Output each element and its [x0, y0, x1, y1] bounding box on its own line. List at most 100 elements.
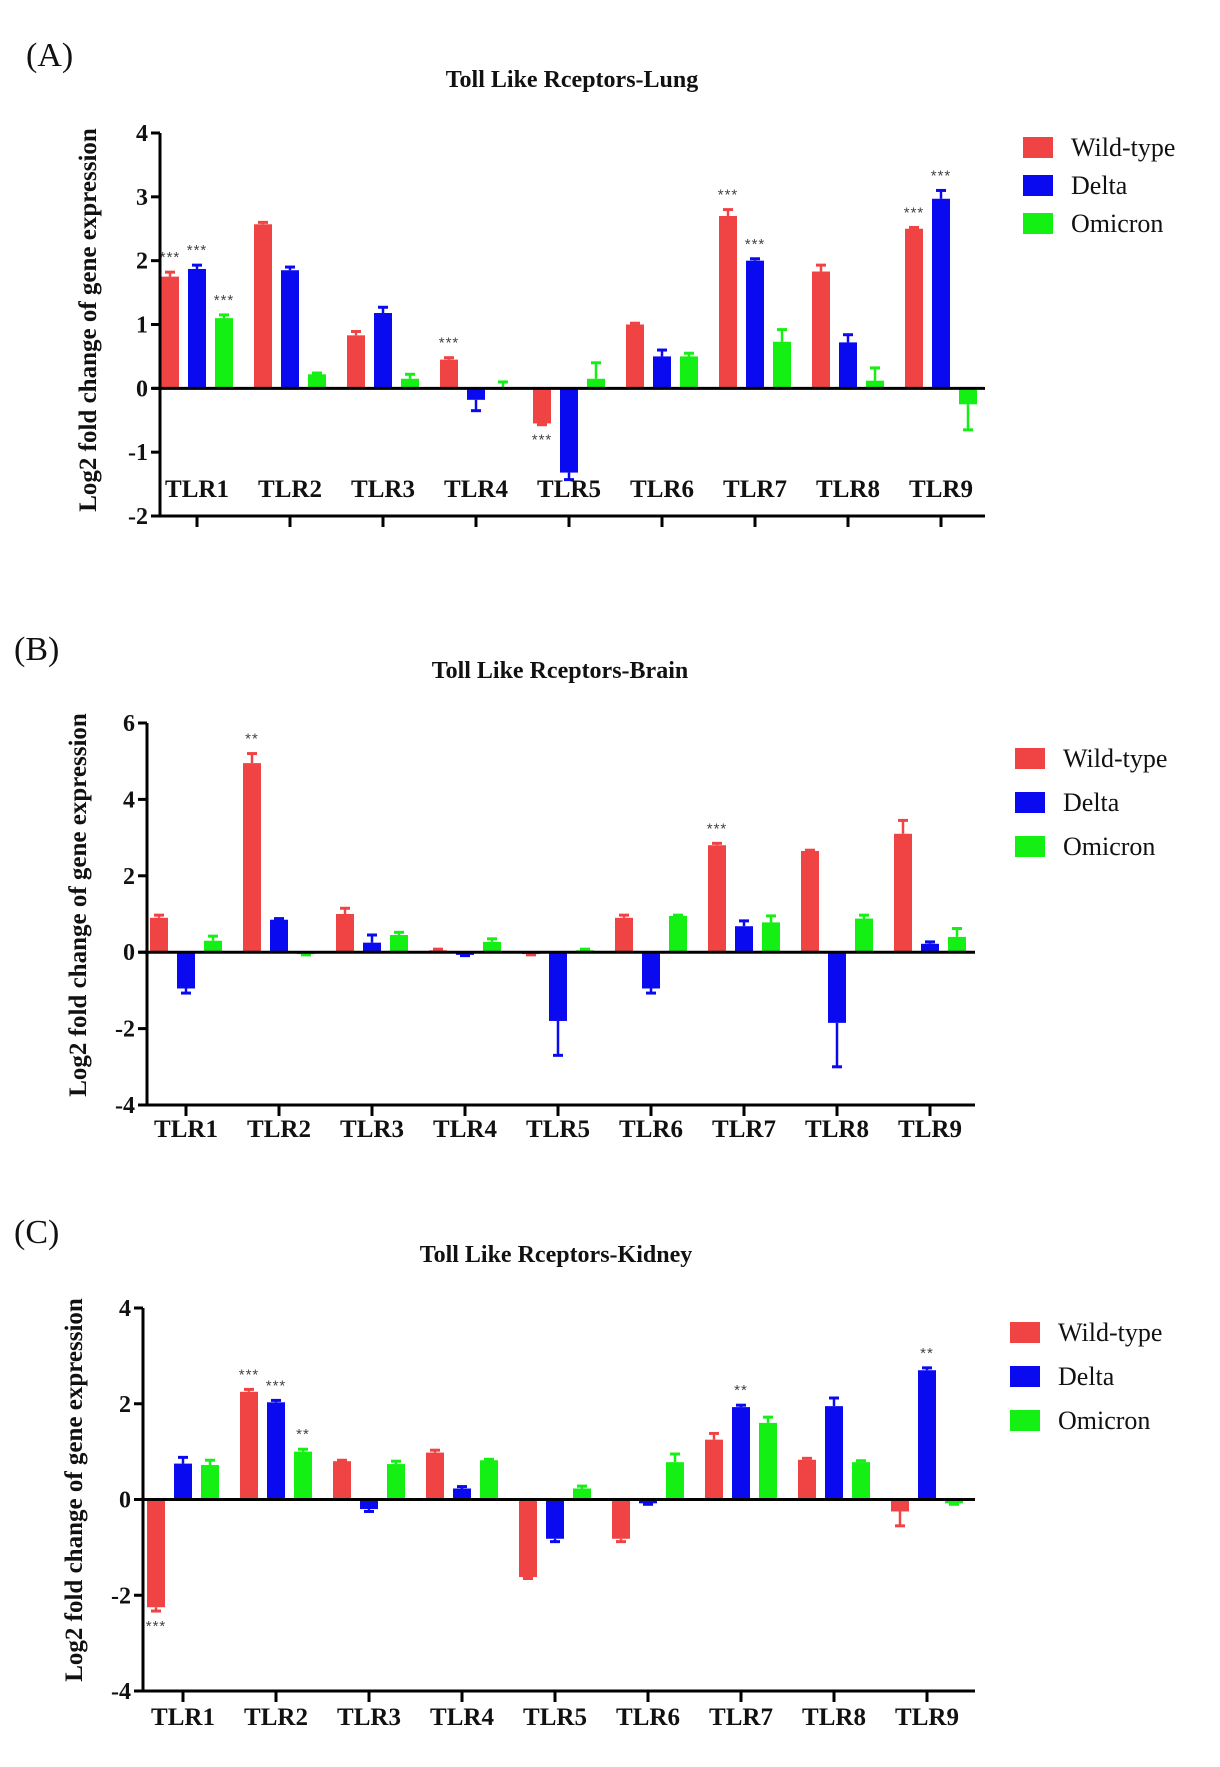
x-tick-label: TLR3 — [340, 1116, 404, 1143]
bar-delta-tlr8 — [828, 952, 846, 1023]
significance-marker: *** — [532, 432, 553, 449]
legend-swatch-delta — [1010, 1366, 1040, 1387]
y-tick-label: 1 — [136, 313, 148, 339]
bar-wild-type-tlr5 — [519, 1499, 537, 1578]
bar-delta-tlr6 — [653, 356, 671, 389]
bar-delta-tlr5 — [546, 1499, 564, 1539]
bar-omicron-tlr9 — [959, 388, 977, 405]
bar-delta-tlr3 — [363, 942, 381, 953]
bar-wild-type-tlr1 — [147, 1499, 165, 1608]
bar-wild-type-tlr9 — [894, 833, 912, 953]
legend: Wild-type Delta Omicron — [1023, 133, 1175, 238]
bar-delta-tlr2 — [270, 919, 288, 953]
bar-delta-tlr5 — [549, 952, 567, 1021]
legend-label: Omicron — [1058, 1406, 1150, 1435]
bar-delta-tlr7 — [732, 1407, 750, 1500]
panel-label: (C) — [14, 1214, 59, 1251]
significance-marker: *** — [904, 204, 925, 221]
x-tick-label: TLR5 — [537, 476, 601, 503]
bar-omicron-tlr9 — [948, 936, 966, 953]
bar-omicron-tlr5 — [587, 378, 605, 389]
bar-omicron-tlr2 — [308, 374, 326, 389]
x-tick-label: TLR5 — [526, 1116, 590, 1143]
significance-marker: *** — [266, 1377, 287, 1394]
y-tick-label: -2 — [111, 1583, 131, 1609]
bar-delta-tlr7 — [735, 926, 753, 953]
bar-omicron-tlr4 — [483, 941, 501, 953]
y-tick-label: 4 — [123, 787, 135, 813]
bar-omicron-tlr7 — [762, 922, 780, 953]
bar-wild-type-tlr8 — [798, 1459, 816, 1500]
x-tick-label: TLR3 — [337, 1704, 401, 1731]
bar-omicron-tlr6 — [666, 1462, 684, 1500]
x-tick-label: TLR2 — [247, 1116, 311, 1143]
x-tick-label: TLR3 — [351, 476, 415, 503]
legend-label: Delta — [1071, 171, 1128, 200]
x-tick-label: TLR5 — [523, 1704, 587, 1731]
bar-delta-tlr9 — [921, 943, 939, 953]
bar-wild-type-tlr9 — [891, 1499, 909, 1512]
bar-omicron-tlr5 — [573, 1488, 591, 1500]
bar-wild-type-tlr8 — [812, 271, 830, 389]
significance-marker: ** — [920, 1345, 934, 1362]
significance-marker: *** — [187, 242, 208, 259]
chart-title: Toll Like Rceptors-Brain — [432, 658, 688, 684]
bar-wild-type-tlr6 — [615, 917, 633, 953]
x-tick-label: TLR8 — [802, 1704, 866, 1731]
bar-delta-tlr4 — [467, 388, 485, 400]
legend-label: Omicron — [1063, 832, 1155, 861]
x-tick-label: TLR2 — [244, 1704, 308, 1731]
significance-marker: *** — [160, 249, 181, 266]
bar-omicron-tlr9 — [945, 1499, 963, 1504]
significance-marker: *** — [439, 335, 460, 352]
x-tick-label: TLR7 — [723, 476, 787, 503]
legend-label: Delta — [1058, 1362, 1115, 1391]
bar-wild-type-tlr7 — [719, 215, 737, 389]
y-tick-label: 2 — [119, 1392, 131, 1418]
legend-swatch-wild-type — [1023, 137, 1053, 158]
bar-omicron-tlr2 — [294, 1451, 312, 1500]
y-axis-label: Log2 fold change of gene expression — [61, 1298, 88, 1682]
y-tick-label: 2 — [123, 864, 135, 890]
bar-wild-type-tlr2 — [243, 763, 261, 953]
bar-wild-type-tlr5 — [533, 388, 551, 424]
significance-marker: *** — [214, 292, 235, 309]
y-tick-label: 6 — [123, 711, 135, 737]
significance-marker: *** — [745, 236, 766, 253]
y-tick-label: 0 — [119, 1488, 131, 1514]
bar-omicron-tlr8 — [866, 380, 884, 389]
bar-delta-tlr9 — [932, 198, 950, 389]
x-tick-label: TLR9 — [909, 476, 973, 503]
x-tick-label: TLR6 — [630, 476, 694, 503]
legend-swatch-omicron — [1023, 213, 1053, 234]
x-tick-label: TLR2 — [258, 476, 322, 503]
bar-wild-type-tlr8 — [801, 850, 819, 953]
x-tick-label: TLR4 — [433, 1116, 497, 1143]
bar-delta-tlr5 — [560, 388, 578, 473]
bar-delta-tlr2 — [267, 1402, 285, 1500]
significance-marker: *** — [707, 820, 728, 837]
bar-delta-tlr8 — [825, 1406, 843, 1500]
y-tick-label: 2 — [136, 249, 148, 275]
bar-omicron-tlr1 — [201, 1465, 219, 1500]
bar-delta-tlr6 — [642, 952, 660, 989]
bar-wild-type-tlr2 — [254, 224, 272, 389]
x-tick-label: TLR6 — [619, 1116, 683, 1143]
panel-brain: (B) Toll Like Rceptors-Brain Log2 fold c… — [14, 631, 1167, 1143]
legend-swatch-omicron — [1015, 836, 1045, 857]
significance-marker: *** — [718, 187, 739, 204]
bar-delta-tlr8 — [839, 342, 857, 389]
panel-lung: (A) Toll Like Rceptors-Lung Log2 fold ch… — [26, 37, 1175, 530]
y-tick-label: 3 — [136, 185, 148, 211]
bar-omicron-tlr3 — [390, 935, 408, 953]
bar-omicron-tlr3 — [401, 378, 419, 389]
bar-wild-type-tlr6 — [612, 1499, 630, 1539]
bar-omicron-tlr7 — [773, 341, 791, 389]
y-tick-label: 4 — [136, 121, 148, 147]
bar-delta-tlr3 — [360, 1499, 378, 1510]
legend: Wild-type Delta Omicron — [1015, 744, 1167, 861]
y-tick-label: -2 — [115, 1017, 135, 1043]
y-tick-label: -4 — [115, 1093, 135, 1119]
